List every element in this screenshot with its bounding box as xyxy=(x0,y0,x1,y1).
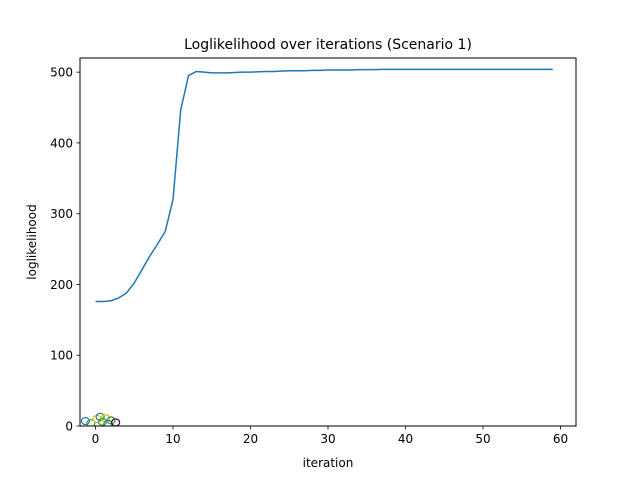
y-tick-label: 100 xyxy=(50,349,73,363)
artifact-marker-0 xyxy=(80,416,91,426)
artifact-marker-8 xyxy=(111,418,121,426)
artifact-marker-1 xyxy=(86,419,96,426)
x-tick-label: 60 xyxy=(553,432,568,446)
x-tick-label: 0 xyxy=(92,432,100,446)
plot-frame xyxy=(79,57,577,427)
series-line-0 xyxy=(95,68,553,303)
y-tick-label: 500 xyxy=(50,66,73,80)
x-axis: 0 10 20 30 40 50 60 xyxy=(92,426,568,446)
plot-area xyxy=(80,68,553,426)
x-tick-label: 20 xyxy=(243,432,258,446)
x-tick-label: 50 xyxy=(475,432,490,446)
y-tick-label: 0 xyxy=(65,420,73,434)
artifact-marker-7 xyxy=(106,416,116,425)
y-axis: 0 100 200 300 400 500 xyxy=(50,66,80,434)
x-axis-label: iteration xyxy=(303,456,354,470)
y-axis-label: loglikelihood xyxy=(25,204,39,279)
artifact-marker-3 xyxy=(95,412,105,421)
y-tick-label: 200 xyxy=(50,278,73,292)
y-tick-label: 400 xyxy=(50,136,73,150)
chart-title: Loglikelihood over iterations (Scenario … xyxy=(184,37,472,53)
x-tick-label: 30 xyxy=(320,432,335,446)
x-tick-label: 10 xyxy=(165,432,180,446)
y-tick-label: 300 xyxy=(50,207,73,221)
artifact-marker-5 xyxy=(100,414,111,423)
x-tick-label: 40 xyxy=(398,432,413,446)
